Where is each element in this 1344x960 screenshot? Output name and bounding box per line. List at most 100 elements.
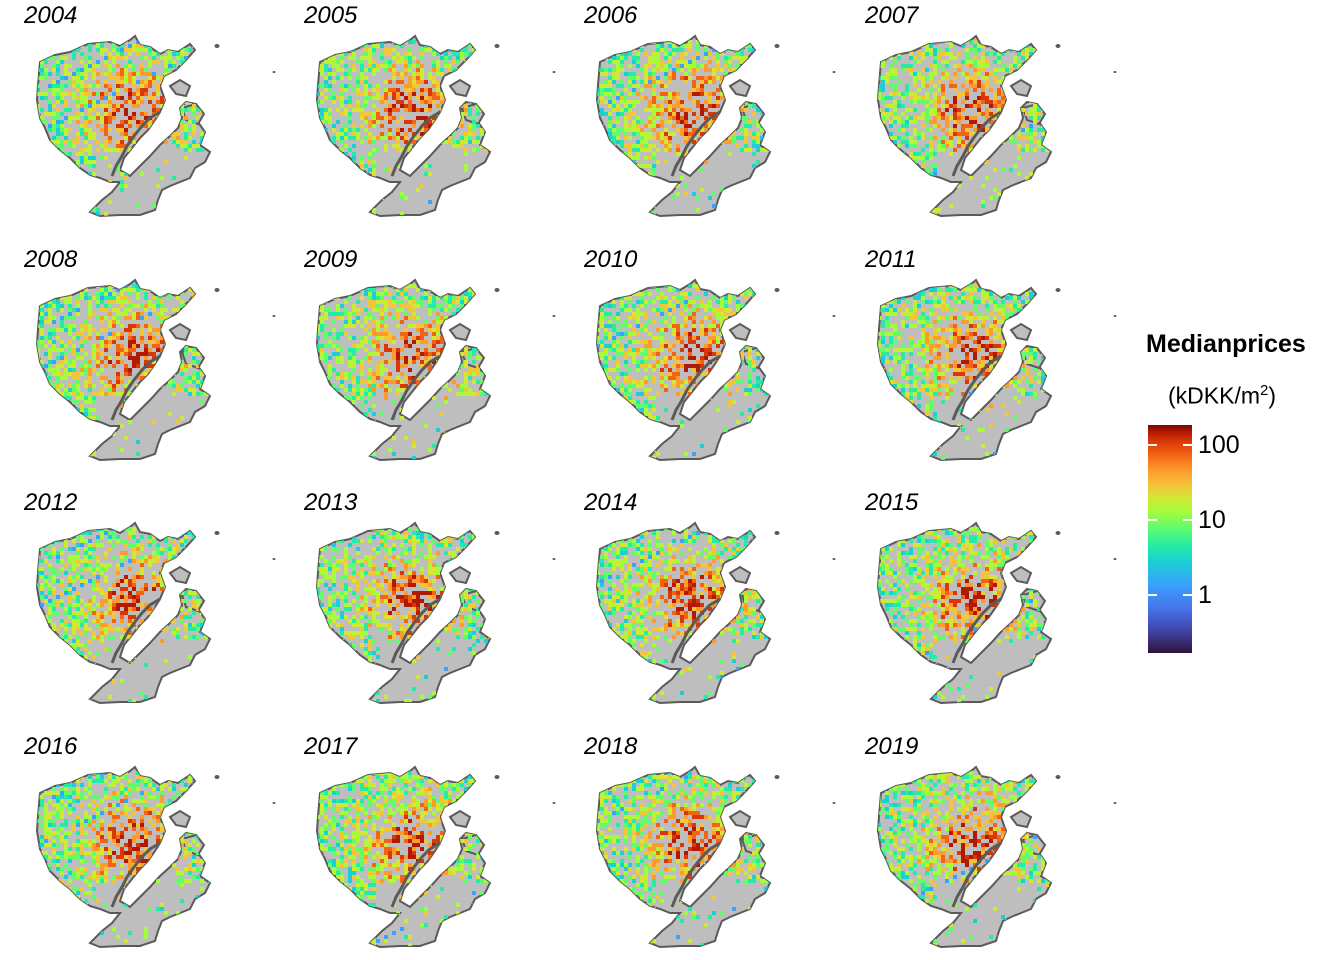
map-panel-2017: 2017 xyxy=(303,733,556,949)
legend-tick-label-10: 10 xyxy=(1198,506,1226,534)
coastline xyxy=(951,110,1002,177)
coastline xyxy=(670,841,721,908)
coastline xyxy=(110,354,161,421)
panel-year-label: 2007 xyxy=(864,2,920,29)
coastline xyxy=(951,841,1002,908)
legend-subtitle: (kDKK/m2) xyxy=(1168,382,1277,409)
legend-tick-label-1: 1 xyxy=(1198,581,1212,609)
island-marker-small xyxy=(552,802,556,804)
map-panel-2009: 2009 xyxy=(303,246,556,462)
island-marker-small xyxy=(272,71,276,73)
coastline xyxy=(670,354,721,421)
panel-year-label: 2008 xyxy=(23,246,78,273)
island-marker xyxy=(774,531,780,535)
island-marker xyxy=(214,531,220,535)
harbor-area-1 xyxy=(1009,565,1033,585)
map-panel-2013: 2013 xyxy=(303,489,556,705)
island-marker-small xyxy=(1113,315,1117,317)
island-marker xyxy=(1055,531,1061,535)
island-marker-small xyxy=(1113,802,1117,804)
panel-year-label: 2009 xyxy=(303,246,357,273)
island-marker xyxy=(1055,44,1061,48)
harbor-area-1 xyxy=(168,565,192,585)
map-panel-2004: 2004 xyxy=(23,2,276,218)
panel-year-label: 2019 xyxy=(864,733,918,760)
coastline xyxy=(670,110,721,177)
harbor-area-1 xyxy=(168,809,192,829)
harbor-area-1 xyxy=(448,565,472,585)
map-panel-2018: 2018 xyxy=(583,733,836,949)
panel-year-label: 2006 xyxy=(583,2,638,29)
harbor-area-1 xyxy=(728,565,752,585)
island-marker xyxy=(774,44,780,48)
harbor-area-1 xyxy=(448,809,472,829)
panel-year-label: 2017 xyxy=(303,733,359,760)
panel-year-label: 2013 xyxy=(303,489,358,516)
island-marker-small xyxy=(552,315,556,317)
coastline xyxy=(390,841,441,908)
map-panel-2007: 2007 xyxy=(864,2,1117,218)
island-marker-small xyxy=(832,315,836,317)
panel-year-label: 2014 xyxy=(583,489,637,516)
island-marker xyxy=(774,288,780,292)
map-panel-2005: 2005 xyxy=(303,2,556,218)
harbor-area-1 xyxy=(168,78,192,98)
harbor-area-1 xyxy=(728,809,752,829)
island-marker xyxy=(494,44,500,48)
island-marker xyxy=(494,531,500,535)
legend-title: Medianprices xyxy=(1146,330,1306,358)
map-panel-2016: 2016 xyxy=(23,733,276,949)
map-panel-2014: 2014 xyxy=(583,489,836,705)
island-marker-small xyxy=(832,558,836,560)
coastline xyxy=(110,110,161,177)
island-marker-small xyxy=(1113,558,1117,560)
harbor-area-1 xyxy=(728,78,752,98)
harbor-area-1 xyxy=(728,322,752,342)
coastline xyxy=(390,110,441,177)
map-panel-2019: 2019 xyxy=(864,733,1117,949)
island-marker xyxy=(1055,288,1061,292)
coastline xyxy=(951,597,1002,664)
harbor-area-1 xyxy=(1009,809,1033,829)
panel-year-label: 2015 xyxy=(864,489,919,516)
map-panel-2015: 2015 xyxy=(864,489,1117,705)
coastline xyxy=(110,597,161,664)
panel-year-label: 2016 xyxy=(23,733,78,760)
panel-year-label: 2004 xyxy=(23,2,77,29)
legend-colorbar xyxy=(1148,425,1192,653)
coastline xyxy=(951,354,1002,421)
coastline xyxy=(110,841,161,908)
island-marker-small xyxy=(272,315,276,317)
island-marker-small xyxy=(832,71,836,73)
island-marker-small xyxy=(552,558,556,560)
harbor-area-1 xyxy=(448,78,472,98)
island-marker-small xyxy=(832,802,836,804)
panel-year-label: 2010 xyxy=(583,246,638,273)
island-marker xyxy=(1055,775,1061,779)
map-panel-2012: 2012 xyxy=(23,489,276,705)
island-marker xyxy=(214,288,220,292)
island-marker-small xyxy=(552,71,556,73)
map-panel-2011: 2011 xyxy=(864,246,1117,462)
coastline xyxy=(390,354,441,421)
panel-year-label: 2005 xyxy=(303,2,358,29)
map-panel-2006: 2006 xyxy=(583,2,836,218)
harbor-area-1 xyxy=(448,322,472,342)
panel-year-label: 2018 xyxy=(583,733,638,760)
legend-tick-label-100: 100 xyxy=(1198,431,1240,459)
harbor-area-1 xyxy=(1009,78,1033,98)
map-panel-2010: 2010 xyxy=(583,246,836,462)
harbor-area-1 xyxy=(168,322,192,342)
island-marker xyxy=(214,775,220,779)
island-marker xyxy=(494,775,500,779)
map-panel-2008: 2008 xyxy=(23,246,276,462)
coastline xyxy=(390,597,441,664)
island-marker-small xyxy=(272,802,276,804)
island-marker-small xyxy=(272,558,276,560)
island-marker xyxy=(774,775,780,779)
island-marker-small xyxy=(1113,71,1117,73)
panel-year-label: 2012 xyxy=(23,489,77,516)
panel-year-label: 2011 xyxy=(864,246,917,273)
coastline xyxy=(670,597,721,664)
